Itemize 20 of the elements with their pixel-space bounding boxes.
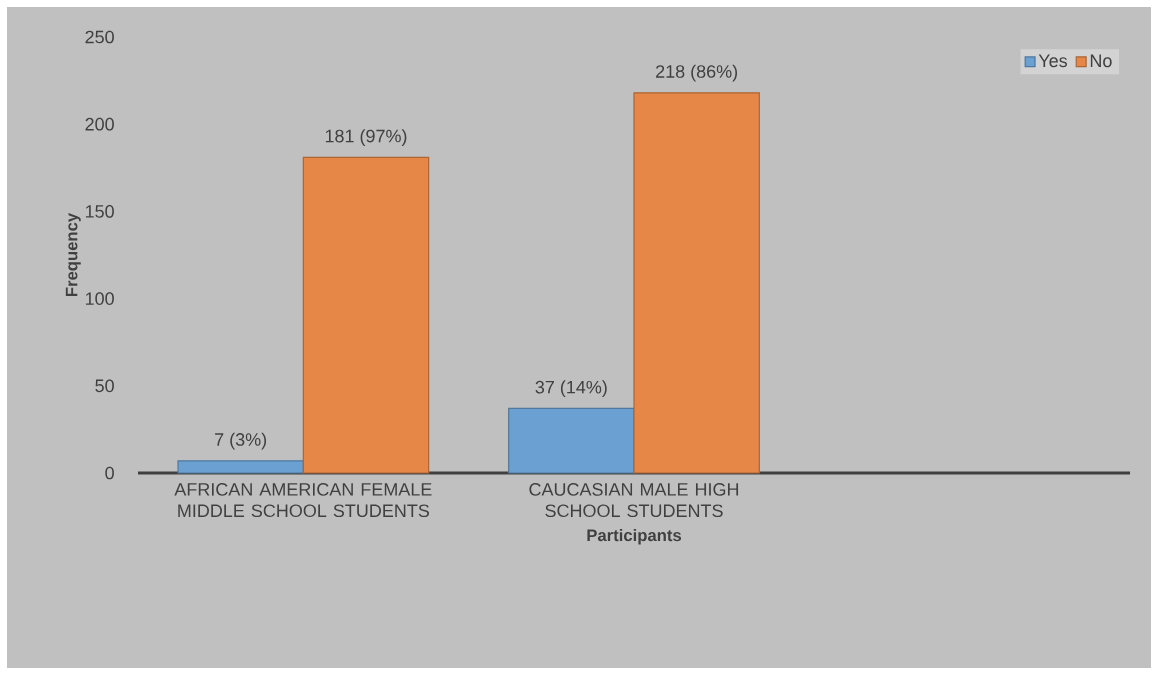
y-tick-label: 250: [85, 30, 114, 44]
y-axis-title: Frequency: [65, 212, 81, 297]
data-label: 7 (3%): [215, 432, 267, 450]
bar: [508, 407, 635, 474]
y-tick-label: 100: [85, 292, 114, 305]
legend-label: Yes: [1038, 54, 1068, 68]
data-label: 181 (97%): [325, 129, 407, 146]
x-tick-label: AFRICAN AMERICAN FEMALE MIDDLE SCHOOL STUDENTS: [174, 483, 432, 518]
x-axis-title: Participants: [587, 528, 682, 545]
bar: [302, 156, 430, 474]
data-label: 37 (14%): [535, 380, 607, 398]
y-tick-label: 200: [85, 117, 114, 131]
legend-label: No: [1090, 54, 1112, 68]
y-tick-label: 0: [105, 466, 114, 480]
data-label: 218 (86%): [656, 64, 738, 82]
x-tick-label: CAUCASIAN MALE HIGH SCHOOL STUDENTS: [529, 483, 739, 518]
bar: [177, 460, 304, 474]
y-tick-label: 50: [95, 379, 114, 393]
y-tick-label: 150: [85, 205, 114, 218]
bar: [633, 92, 760, 474]
